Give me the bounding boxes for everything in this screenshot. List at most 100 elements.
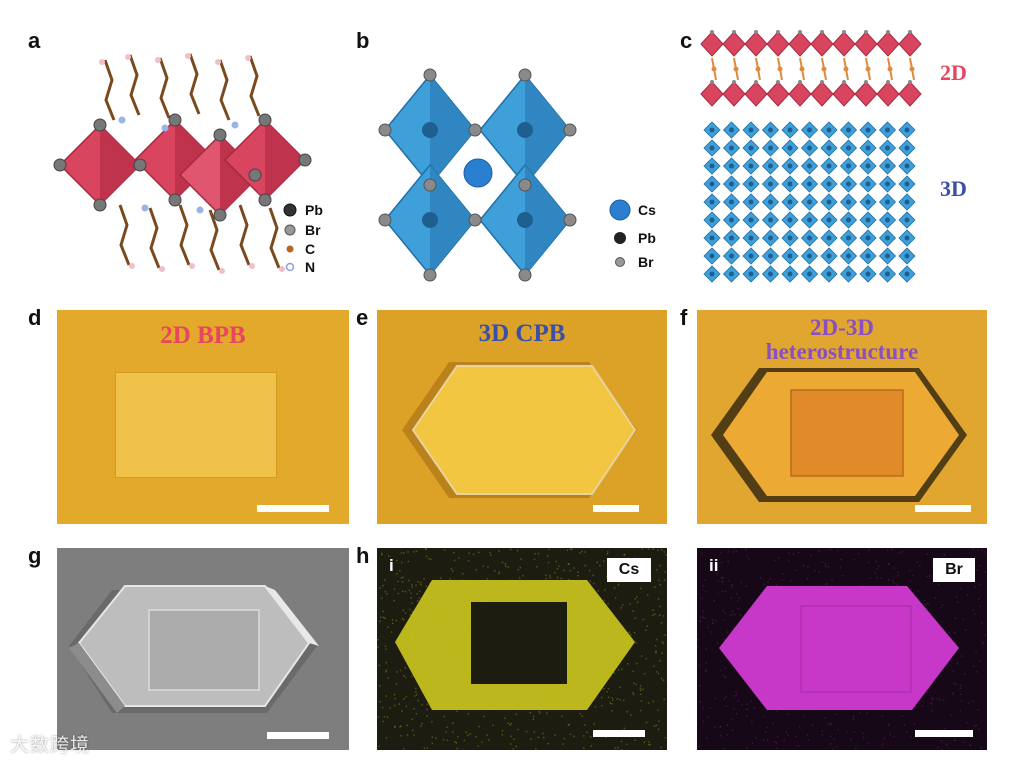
- pb-atom-3d: [865, 235, 871, 241]
- noise-dot: [385, 648, 387, 650]
- noise-dot: [751, 742, 754, 745]
- noise-dot: [619, 698, 621, 701]
- noise-dot: [655, 724, 658, 727]
- noise-dot: [561, 743, 564, 745]
- noise-dot: [402, 590, 404, 592]
- panel-b-legend: Cs Pb Br: [609, 199, 656, 270]
- 2d-bpb-crystal: [115, 372, 277, 478]
- legend-br-b: Br: [638, 254, 654, 270]
- noise-dot: [909, 580, 911, 582]
- noise-dot: [810, 554, 812, 556]
- noise-dot: [391, 619, 394, 621]
- pb-atom-3d: [807, 253, 812, 259]
- noise-dot: [568, 723, 570, 726]
- noise-dot: [984, 571, 986, 573]
- pb-atom-3d: [787, 163, 793, 169]
- pb-atom-3d: [885, 217, 890, 223]
- noise-dot: [774, 741, 776, 743]
- noise-dot: [735, 550, 738, 553]
- noise-dot: [404, 612, 407, 614]
- noise-dot: [425, 555, 428, 558]
- noise-dot: [723, 675, 725, 677]
- noise-dot: [475, 569, 478, 571]
- noise-dot: [426, 715, 428, 717]
- noise-dot: [614, 747, 617, 749]
- noise-dot: [653, 725, 656, 727]
- noise-dot: [722, 748, 725, 750]
- noise-dot: [402, 609, 405, 612]
- noise-dot: [405, 705, 408, 707]
- noise-dot: [452, 570, 454, 572]
- noise-dot: [948, 631, 951, 634]
- noise-dot: [950, 714, 952, 716]
- noise-dot: [645, 629, 647, 631]
- noise-dot: [400, 552, 403, 554]
- noise-dot: [926, 575, 928, 578]
- noise-dot: [927, 603, 929, 605]
- noise-dot: [702, 720, 705, 723]
- pb-atom-3d: [748, 217, 754, 223]
- noise-dot: [501, 561, 504, 564]
- noise-dot: [426, 747, 428, 749]
- noise-dot: [382, 720, 385, 723]
- noise-dot: [659, 564, 661, 567]
- noise-dot: [719, 669, 722, 672]
- noise-dot: [773, 559, 776, 562]
- octahedron-2d: [700, 31, 724, 57]
- noise-dot: [545, 577, 547, 580]
- noise-dot: [628, 631, 631, 634]
- noise-dot: [549, 577, 552, 579]
- noise-dot: [525, 730, 528, 733]
- noise-dot: [888, 579, 890, 581]
- noise-dot: [839, 566, 841, 569]
- noise-dot: [730, 597, 732, 599]
- noise-dot: [967, 702, 970, 704]
- noise-dot: [663, 551, 665, 553]
- noise-dot: [487, 566, 489, 568]
- noise-dot: [778, 557, 780, 559]
- noise-dot: [852, 718, 855, 720]
- pb-atom-3d: [904, 235, 910, 241]
- noise-dot: [611, 697, 614, 699]
- noise-dot: [533, 558, 536, 561]
- noise-dot: [385, 737, 388, 739]
- noise-dot: [630, 633, 632, 636]
- pb-atom-3d: [729, 253, 734, 259]
- noise-dot: [647, 702, 650, 704]
- noise-dot: [943, 554, 945, 556]
- noise-dot: [425, 585, 428, 588]
- noise-dot: [806, 734, 809, 736]
- legend-br: Br: [305, 222, 321, 238]
- noise-dot: [979, 605, 981, 608]
- noise-dot: [931, 697, 934, 699]
- noise-dot: [614, 597, 617, 599]
- panel-g-svg: [69, 585, 319, 713]
- noise-dot: [937, 584, 940, 586]
- noise-dot: [634, 617, 637, 620]
- title-3d-cpb: 3D CPB: [478, 320, 566, 347]
- noise-dot: [716, 642, 719, 644]
- noise-dot: [569, 733, 572, 736]
- legend-cs: Cs: [638, 202, 656, 218]
- noise-dot: [517, 728, 519, 731]
- spacer-atom: [799, 66, 805, 72]
- tag-cs: Cs: [607, 558, 651, 582]
- pb-atom-3d: [709, 127, 715, 133]
- noise-dot: [952, 670, 954, 673]
- noise-dot: [409, 608, 411, 611]
- noise-dot: [652, 700, 654, 703]
- noise-dot: [542, 736, 545, 739]
- noise-dot: [798, 725, 800, 728]
- noise-dot: [710, 631, 713, 633]
- pb-atom-3d: [787, 235, 793, 241]
- noise-dot: [974, 613, 976, 616]
- noise-dot: [962, 618, 965, 621]
- pb-atom-3d: [885, 199, 890, 205]
- noise-dot: [387, 677, 389, 679]
- noise-dot: [548, 548, 550, 551]
- br-atom-2d: [820, 80, 824, 84]
- noise-dot: [397, 580, 399, 583]
- pb-atom-3d: [787, 253, 793, 259]
- noise-dot: [792, 553, 795, 556]
- panel-label-c: c: [680, 28, 693, 53]
